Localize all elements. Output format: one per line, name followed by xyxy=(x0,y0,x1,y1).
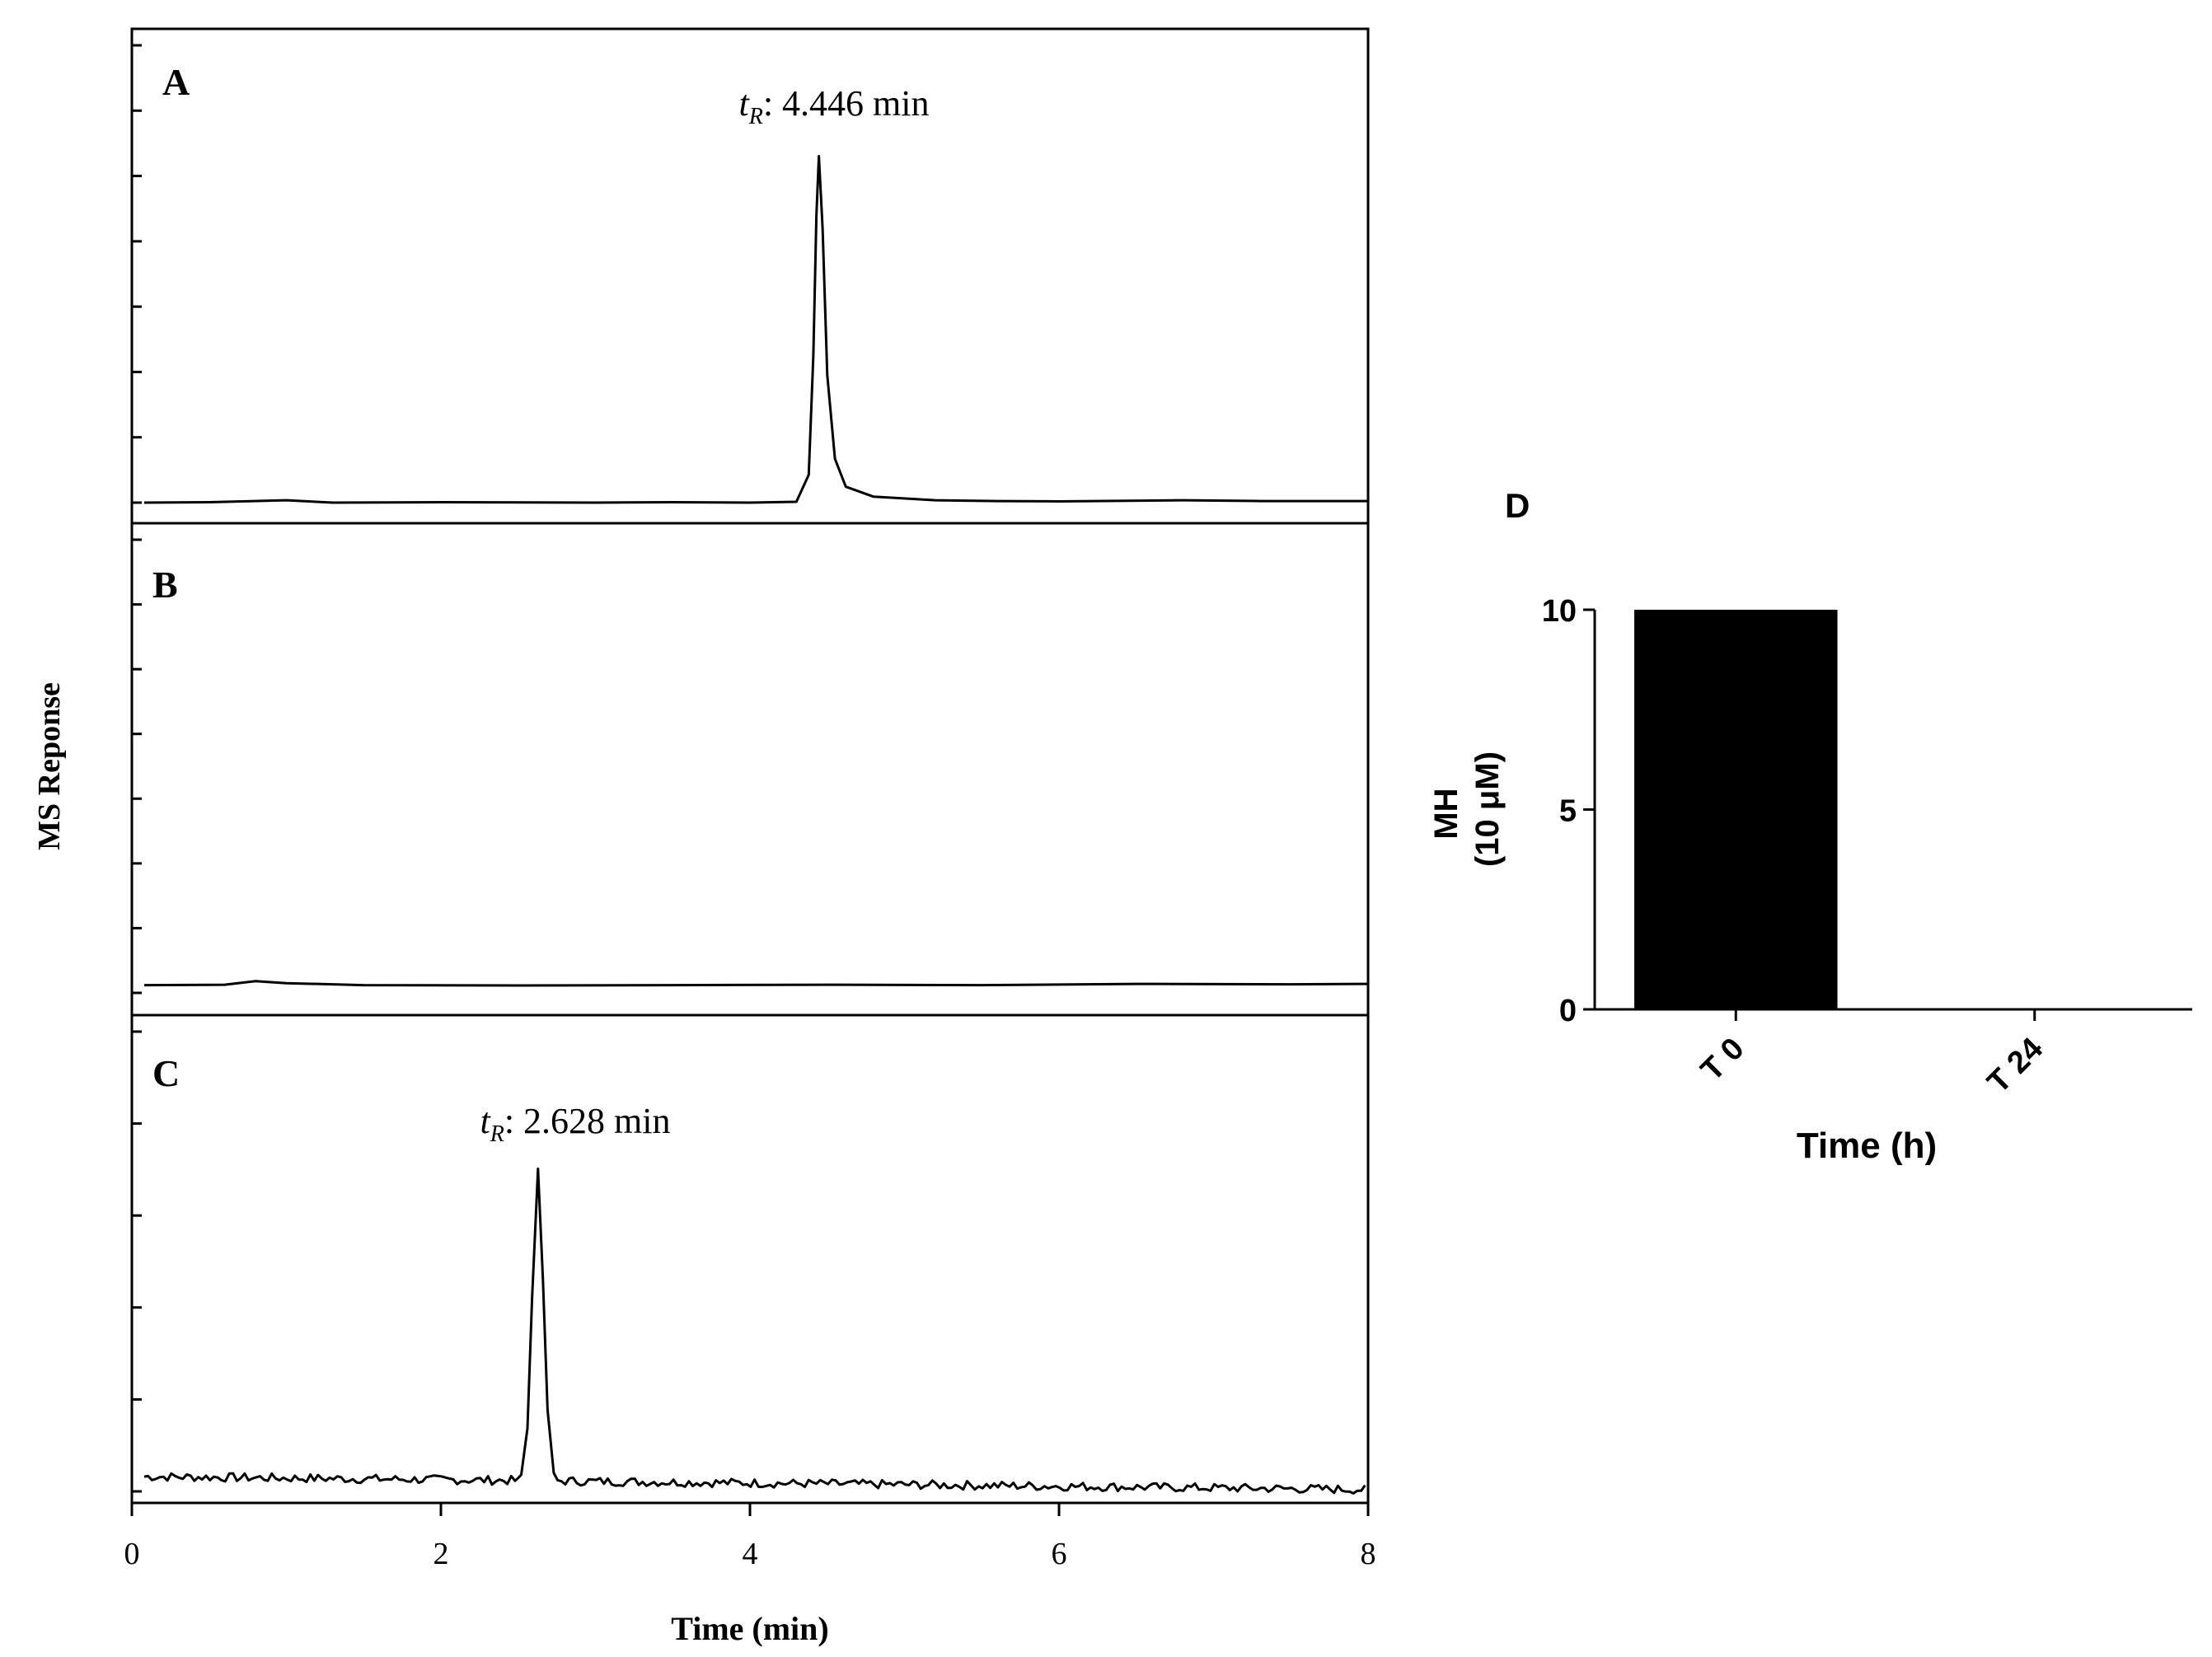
panel-c-annotation-subscript: R xyxy=(490,1121,504,1147)
y-tick-label: 10 xyxy=(1542,594,1577,629)
panel-a-y-ticks xyxy=(132,44,142,504)
x-tick-label: 4 xyxy=(743,1537,758,1571)
shared-y-axis-label: MS Reponse xyxy=(32,682,67,850)
panel-d-y-axis-title-line-1: MH xyxy=(1428,788,1465,839)
y-tick-label: 5 xyxy=(1559,794,1577,829)
panel-a-annotation-suffix: : 4.446 min xyxy=(763,83,930,124)
panel-c-label: C xyxy=(152,1052,180,1094)
x-tick-label: 0 xyxy=(124,1537,140,1571)
bar-t-0 xyxy=(1634,610,1838,1009)
panel-b-y-ticks xyxy=(132,538,142,995)
panel-d-y-ticks: 0 5 10 xyxy=(1542,594,1595,1028)
panel-c-annotation-prefix: t xyxy=(480,1101,491,1141)
panel-a-annotation: tR: 4.446 min xyxy=(738,83,929,129)
x-tick-label: 2 xyxy=(433,1537,449,1571)
panel-b-chromatogram-line xyxy=(143,980,1369,987)
panel-a-annotation-prefix: t xyxy=(738,83,750,124)
panel-c-y-ticks xyxy=(132,1030,142,1493)
panel-d-y-axis-title: MH (10 μM) xyxy=(1428,751,1506,867)
panel-a-chromatogram-line xyxy=(143,155,1368,504)
panel-d-x-axis-title: Time (h) xyxy=(1797,1126,1937,1166)
panel-c-x-axis: 0 2 4 6 8 xyxy=(124,1503,1376,1571)
panel-d-y-axis-title-line-2: (10 μM) xyxy=(1469,751,1506,867)
panel-c: C tR: 2.628 min 0 2 4 6 8 Time (min) xyxy=(124,1013,1376,1647)
panel-d-bars xyxy=(1634,610,1838,1009)
panel-c-chromatogram-line xyxy=(143,1168,1366,1495)
x-tick-label: 8 xyxy=(1361,1537,1376,1571)
panel-a-label: A xyxy=(162,61,190,103)
panel-c-annotation-suffix: : 2.628 min xyxy=(504,1101,671,1141)
panel-d-label: D xyxy=(1505,486,1530,525)
panel-b-label: B xyxy=(152,564,178,606)
panel-c-x-axis-title: Time (min) xyxy=(671,1610,828,1647)
panel-c-annotation: tR: 2.628 min xyxy=(480,1101,670,1147)
panel-a-annotation-subscript: R xyxy=(748,104,763,129)
y-tick-label: 0 xyxy=(1559,994,1577,1028)
x-tick-label: 6 xyxy=(1052,1537,1067,1571)
